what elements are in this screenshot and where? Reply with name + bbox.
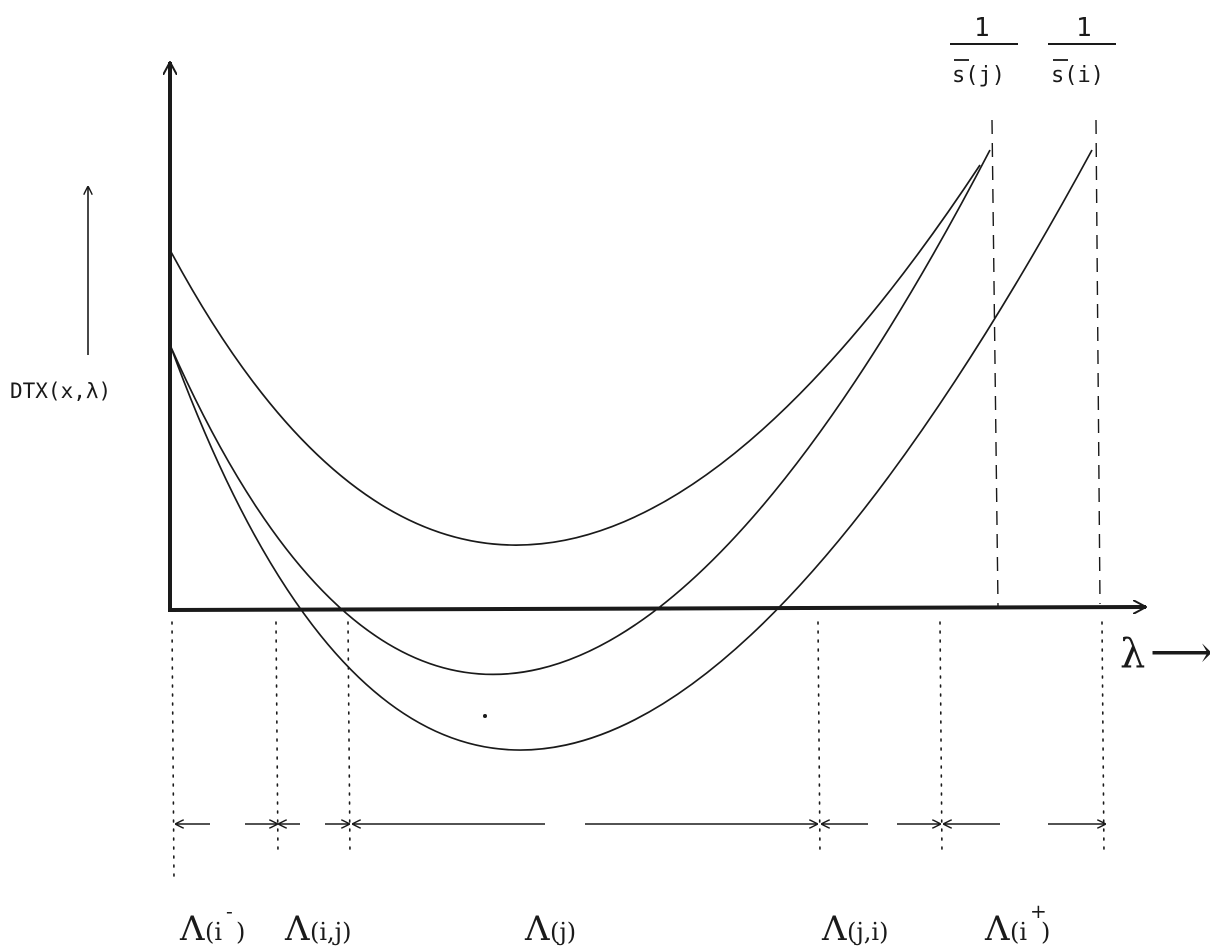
drop-line-3 — [348, 622, 350, 855]
asymptote-i-numerator: 1 — [1076, 13, 1092, 43]
region-symbol: Λ — [821, 909, 847, 949]
region-symbol: Λ — [284, 909, 310, 949]
region-sup: - — [226, 899, 233, 923]
region-label-i-j: Λ (i,j) — [284, 909, 351, 949]
region-label-i-minus: Λ (i - ) — [179, 899, 245, 949]
x-axis-label: λ — [1120, 631, 1145, 677]
asymptote-j-denominator: s(j) — [952, 63, 1005, 88]
asymptote-label-i: 1 s(i) — [1048, 13, 1116, 88]
asymptote-i-denominator: s(i) — [1051, 63, 1104, 88]
drop-line-2 — [276, 622, 278, 855]
region-symbol: Λ — [524, 909, 550, 949]
y-axis-label: DTX(x,λ) — [10, 379, 111, 403]
region-close: ) — [236, 918, 245, 946]
asymptote-j-numerator: 1 — [974, 13, 990, 43]
region-symbol: Λ — [984, 909, 1010, 949]
curve-top — [170, 165, 980, 545]
region-arg: (j,i) — [847, 918, 888, 946]
curve-middle — [170, 150, 990, 674]
drop-line-6 — [1102, 622, 1104, 855]
region-close: ) — [1041, 918, 1050, 946]
region-label-j-i: Λ (j,i) — [821, 909, 888, 949]
dotted-drop-lines — [172, 622, 1104, 880]
region-arg: (i — [1010, 918, 1027, 946]
asymptote-label-j: 1 s(j) — [950, 13, 1018, 88]
region-label-j: Λ (j) — [524, 909, 576, 949]
asymptote-line-j — [992, 120, 998, 606]
region-symbol: Λ — [179, 909, 205, 949]
drop-line-5 — [940, 622, 942, 855]
region-arg: (i,j) — [310, 918, 351, 946]
region-arg: (i — [205, 918, 222, 946]
drop-line-4 — [818, 622, 820, 855]
drop-line-1 — [172, 622, 174, 880]
region-label-i-plus: Λ (i + ) — [984, 899, 1050, 949]
stray-dot — [483, 714, 487, 718]
region-arg: (j) — [550, 918, 576, 946]
curve-bottom — [172, 150, 1092, 750]
asymptote-line-i — [1096, 120, 1100, 604]
x-axis-arrow: ⟶ — [1150, 627, 1210, 678]
